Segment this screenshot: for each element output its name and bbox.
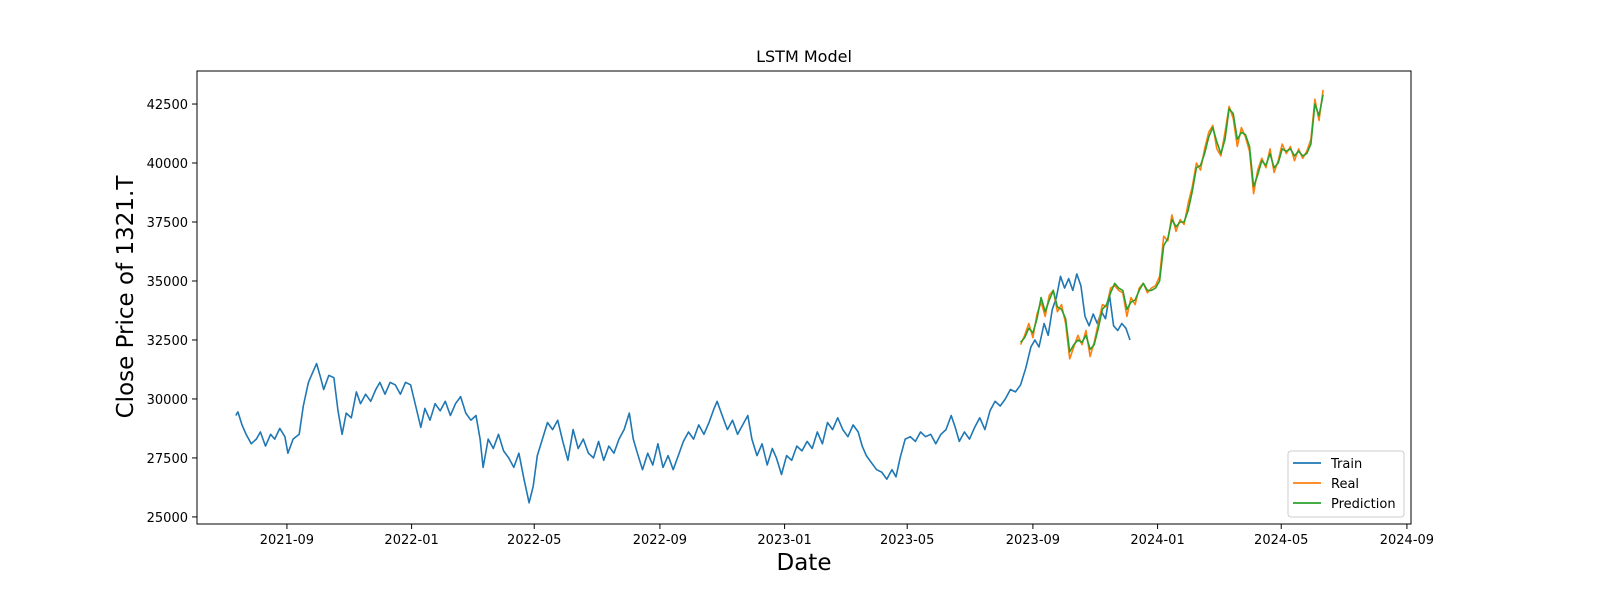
x-axis-label: Date <box>777 550 832 576</box>
chart-title: LSTM Model <box>756 47 852 66</box>
series-line-prediction <box>1019 94 1324 353</box>
legend: Train Real Prediction <box>1287 450 1405 518</box>
series-line-train <box>235 273 1131 504</box>
y-axis-label: Close Price of 1321.T <box>113 175 139 419</box>
x-tick-label: 2021-09 <box>260 533 314 548</box>
legend-label-real: Real <box>1331 477 1359 492</box>
y-tick-label: 32500 <box>147 334 188 349</box>
y-tick-label: 27500 <box>147 452 188 467</box>
y-tick-label: 25000 <box>147 511 188 526</box>
y-tick-label: 35000 <box>147 275 188 290</box>
y-tick-label: 30000 <box>147 393 188 408</box>
x-tick-label: 2024-09 <box>1380 533 1434 548</box>
legend-label-prediction: Prediction <box>1331 497 1396 512</box>
x-tick-label: 2024-01 <box>1130 533 1184 548</box>
x-tick-label: 2022-09 <box>633 533 687 548</box>
legend-label-train: Train <box>1330 457 1362 472</box>
x-tick-label: 2024-05 <box>1254 533 1308 548</box>
legend-box <box>1287 450 1405 518</box>
x-tick-label: 2023-05 <box>880 533 934 548</box>
x-tick-label: 2023-01 <box>757 533 811 548</box>
x-tick-label: 2022-01 <box>384 533 438 548</box>
y-tick-label: 37500 <box>147 216 188 231</box>
x-tick-label: 2023-09 <box>1006 533 1060 548</box>
x-tick-label: 2022-05 <box>507 533 561 548</box>
y-tick-label: 40000 <box>147 157 188 172</box>
plot-frame <box>196 70 1412 525</box>
y-tick-label: 42500 <box>147 98 188 113</box>
